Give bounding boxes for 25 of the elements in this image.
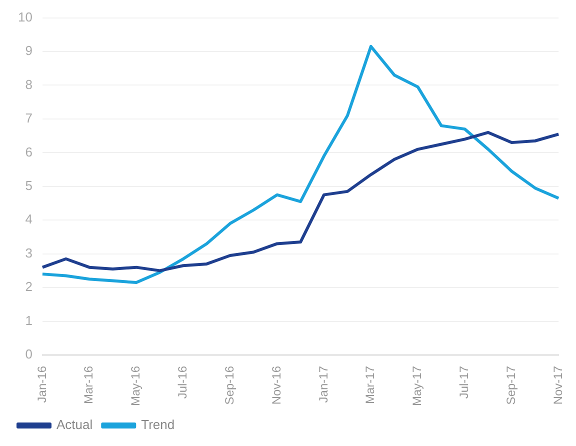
y-tick-label: 1	[25, 312, 32, 328]
y-tick-label: 7	[25, 110, 32, 126]
x-tick-label: Sep-16	[222, 366, 236, 405]
x-tick-label: Jul-16	[176, 366, 190, 399]
y-tick-label: 4	[25, 212, 32, 227]
y-tick-label: 10	[18, 9, 32, 24]
y-tick-label: 0	[25, 346, 32, 362]
y-tick-label: 5	[25, 178, 32, 193]
y-tick-label: 2	[25, 279, 32, 294]
x-tick-label: Jul-17	[457, 366, 472, 399]
x-tick-label: Nov-17	[550, 366, 565, 405]
legend-label: Actual	[56, 417, 93, 432]
y-tick-label: 9	[25, 43, 32, 58]
y-tick-label: 6	[25, 144, 32, 160]
legend-label: Trend	[141, 417, 175, 432]
x-tick-label: Mar-17	[363, 366, 378, 404]
x-tick-label: Nov-16	[269, 366, 284, 405]
x-tick-label: May-17	[410, 366, 424, 406]
x-tick-label: Mar-16	[82, 366, 96, 404]
x-tick-label: Jan-16	[34, 366, 49, 403]
x-tick-label: Sep-17	[504, 366, 518, 405]
y-tick-label: 3	[25, 245, 32, 260]
y-tick-label: 8	[25, 76, 32, 92]
x-tick-label: May-16	[128, 366, 143, 406]
x-tick-label: Jan-17	[316, 366, 330, 403]
